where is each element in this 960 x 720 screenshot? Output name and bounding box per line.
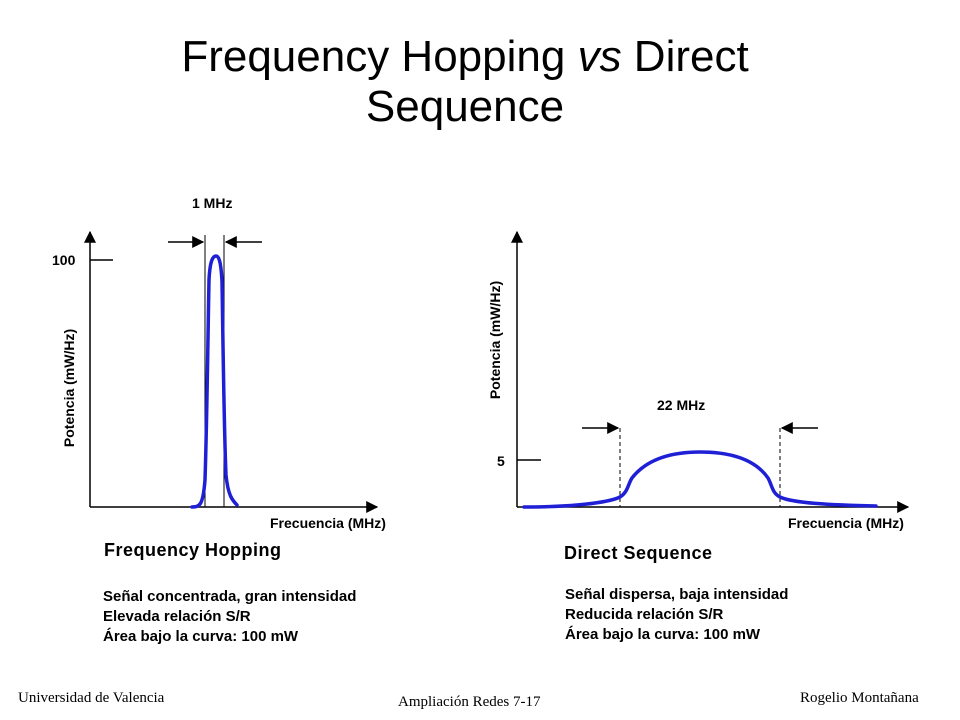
footer-right: Rogelio Montañana <box>800 690 919 706</box>
ds-note-3: Área bajo la curva: 100 mW <box>565 626 761 643</box>
footer-left: Universidad de Valencia <box>18 690 165 706</box>
fh-bandwidth-label: 1 MHz <box>192 195 232 211</box>
ds-signal-curve <box>522 450 878 509</box>
fh-note-2: Elevada relación S/R <box>103 608 251 625</box>
fh-signal-curve <box>190 254 239 509</box>
fh-y-tick-label: 100 <box>52 252 76 268</box>
title-part-a: Frequency Hopping <box>181 32 578 81</box>
ds-subtitle: Direct Sequence <box>564 543 713 563</box>
ds-notes: Señal dispersa, baja intensidad Reducida… <box>565 585 788 645</box>
fh-panel: 100 Potencia (mW/Hz) Frecuencia (MHz) 1 … <box>52 195 386 531</box>
ds-note-1: Señal dispersa, baja intensidad <box>565 586 789 603</box>
fh-x-axis-label: Frecuencia (MHz) <box>270 515 386 531</box>
ds-y-tick-label: 5 <box>497 453 505 469</box>
fh-note-3: Área bajo la curva: 100 mW <box>103 628 299 645</box>
ds-y-axis-label: Potencia (mW/Hz) <box>487 281 503 399</box>
fh-notes: Señal concentrada, gran intensidad Eleva… <box>103 587 356 647</box>
ds-x-axis-label: Frecuencia (MHz) <box>788 515 904 531</box>
ds-bandwidth-label: 22 MHz <box>657 397 705 413</box>
footer-center: Ampliación Redes 7-17 <box>398 694 541 710</box>
ds-note-2: Reducida relación S/R <box>565 606 724 623</box>
fh-y-axis-label: Potencia (mW/Hz) <box>61 329 77 447</box>
slide-title: Frequency Hopping vs Direct Sequence <box>0 32 930 132</box>
fh-subtitle: Frequency Hopping <box>104 540 282 560</box>
title-part-vs: vs <box>577 32 622 81</box>
title-part-b: Direct <box>621 32 749 81</box>
title-line-2: Sequence <box>365 82 565 131</box>
ds-panel: 5 Potencia (mW/Hz) Frecuencia (MHz) 22 M… <box>487 230 910 531</box>
fh-note-1: Señal concentrada, gran intensidad <box>103 588 357 605</box>
